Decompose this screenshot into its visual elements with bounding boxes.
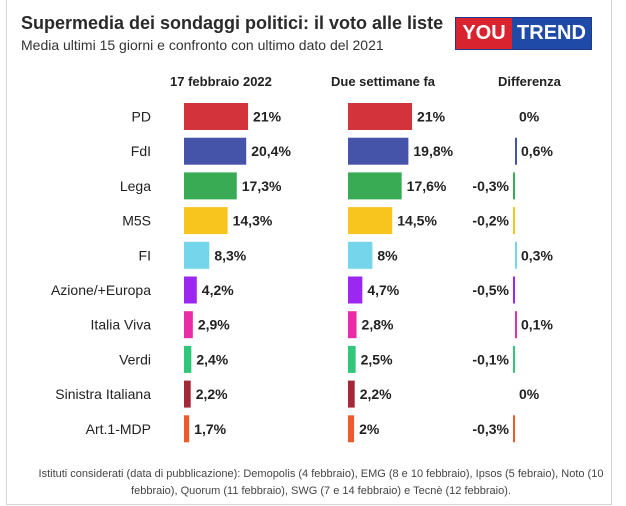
bar-previous (348, 137, 409, 165)
bar-label-previous: 2% (359, 421, 380, 437)
bar-label-difference: -0,3% (472, 421, 509, 437)
category-label: PD (132, 109, 151, 125)
bar-label-difference: 0,6% (521, 143, 553, 159)
category-label: Lega (120, 178, 151, 194)
bar-previous (348, 345, 356, 373)
bar-label-current: 8,3% (214, 247, 246, 263)
bar-current (184, 137, 247, 165)
chart-frame (6, 0, 612, 505)
bar-label-previous: 4,7% (367, 282, 399, 298)
bar-difference (513, 345, 515, 373)
category-label: FI (139, 247, 151, 263)
category-label: Azione/+Europa (51, 282, 151, 298)
footnote: Istituti considerati (data di pubblicazi… (38, 468, 604, 497)
bar-current (184, 172, 237, 200)
bar-label-difference: -0,3% (472, 178, 509, 194)
bar-previous (348, 311, 357, 339)
bar-difference (513, 207, 515, 235)
bar-label-current: 1,7% (194, 421, 226, 437)
bar-current (184, 207, 228, 235)
bar-previous (348, 415, 355, 443)
bar-label-previous: 8% (377, 247, 398, 263)
bar-label-previous: 2,5% (361, 351, 393, 367)
chart-title: Supermedia dei sondaggi politici: il vot… (21, 13, 444, 33)
bar-difference (513, 415, 515, 443)
bar-current (184, 276, 197, 304)
bar-label-difference: -0,2% (472, 213, 509, 229)
chart-subtitle: Media ultimi 15 giorni e confronto con u… (21, 37, 384, 53)
category-label: Sinistra Italiana (55, 386, 151, 402)
column-header-previous: Due settimane fa (331, 74, 436, 89)
column-header-difference: Differenza (498, 74, 561, 89)
bar-current (184, 311, 193, 339)
column-header-current: 17 febbraio 2022 (170, 74, 272, 89)
category-label: M5S (122, 213, 151, 229)
bar-label-current: 14,3% (233, 213, 273, 229)
bar-label-previous: 19,8% (413, 143, 453, 159)
bar-previous (348, 380, 355, 408)
bar-label-current: 2,4% (196, 351, 228, 367)
category-label: FdI (131, 143, 151, 159)
bar-current (184, 345, 192, 373)
bar-difference (515, 241, 517, 269)
logo-trend: TREND (512, 18, 591, 49)
bar-label-previous: 2,8% (362, 317, 394, 333)
bar-label-current: 4,2% (202, 282, 234, 298)
bar-current (184, 415, 190, 443)
bar-label-difference: -0,1% (472, 351, 509, 367)
bar-label-previous: 17,6% (407, 178, 447, 194)
bar-label-current: 21% (253, 109, 282, 125)
bar-previous (348, 103, 413, 130)
bar-label-difference: 0,1% (521, 317, 553, 333)
category-label: Art.1-MDP (86, 421, 151, 437)
bar-label-current: 2,2% (196, 386, 228, 402)
bar-previous (348, 172, 402, 200)
bar-label-difference: 0,3% (521, 247, 553, 263)
bar-previous (348, 241, 373, 269)
bar-label-current: 20,4% (251, 143, 291, 159)
bar-current (184, 103, 249, 130)
bar-difference (515, 137, 517, 165)
bar-previous (348, 207, 393, 235)
bar-label-current: 2,9% (198, 317, 230, 333)
bar-label-difference: 0% (519, 386, 540, 402)
category-label: Verdi (119, 351, 151, 367)
bar-current (184, 380, 191, 408)
bar-difference (515, 311, 517, 339)
logo-you: YOU (456, 18, 512, 49)
category-label: Italia Viva (91, 317, 152, 333)
bar-previous (348, 276, 363, 304)
youtrend-logo: YOU TREND (455, 17, 592, 50)
bar-label-previous: 21% (417, 109, 446, 125)
bar-label-previous: 14,5% (397, 213, 437, 229)
bar-label-difference: 0% (519, 109, 540, 125)
bar-label-difference: -0,5% (472, 282, 509, 298)
bar-label-current: 17,3% (242, 178, 282, 194)
bar-difference (513, 276, 515, 304)
bar-chart: PD 21% 21% 0% FdI 20,4% 19,8% 0,6% Lega 17,3% 17,6… (51, 103, 553, 443)
bar-difference (513, 172, 515, 200)
bar-current (184, 241, 210, 269)
bar-label-previous: 2,2% (360, 386, 392, 402)
